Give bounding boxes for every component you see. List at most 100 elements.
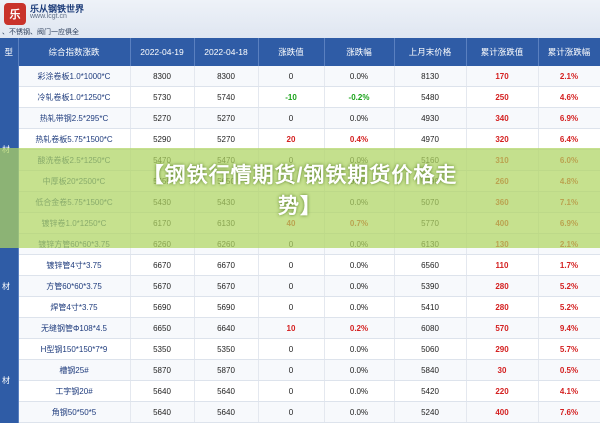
cumulative-percent-cell: 5.2% xyxy=(538,296,600,318)
cumulative-percent-cell: 9.4% xyxy=(538,317,600,339)
product-name-cell[interactable]: H型钢150*150*7*9 xyxy=(18,338,131,360)
change-value-cell: 0 xyxy=(258,254,325,276)
price-previous-cell: 5270 xyxy=(194,128,259,150)
site-url[interactable]: www.lcgt.cn xyxy=(30,13,67,20)
last-month-price-cell: 4930 xyxy=(394,107,467,129)
change-value-cell: -10 xyxy=(258,86,325,108)
price-current-cell: 5870 xyxy=(130,359,195,381)
cumulative-percent-cell: 7.6% xyxy=(538,401,600,423)
last-month-price-cell: 5840 xyxy=(394,359,467,381)
price-previous-cell: 5870 xyxy=(194,359,259,381)
site-logo[interactable]: 乐 xyxy=(4,3,26,25)
price-previous-cell: 5690 xyxy=(194,296,259,318)
cumulative-percent-cell: 5.2% xyxy=(538,275,600,297)
column-header: 上月末价格 xyxy=(394,38,467,66)
cumulative-change-cell: 170 xyxy=(466,66,539,87)
table-row: 焊管4寸*3.75 5690 5690 0 0.0% 5410 280 5.2% xyxy=(0,296,600,318)
table-row: 方管60*60*3.75 5670 5670 0 0.0% 5390 280 5.2% xyxy=(0,275,600,297)
change-percent-cell: 0.0% xyxy=(324,66,395,87)
table-row: 角钢50*50*5 5640 5640 0 0.0% 5240 400 7.6% xyxy=(0,401,600,423)
product-name-cell[interactable]: 镀锌管4寸*3.75 xyxy=(18,254,131,276)
table-row: 槽钢25# 5870 5870 0 0.0% 5840 30 0.5% xyxy=(0,359,600,381)
brand-name: 乐从钢铁世界 xyxy=(30,4,85,14)
price-current-cell: 5670 xyxy=(130,275,195,297)
change-percent-cell: 0.0% xyxy=(324,338,395,360)
cumulative-percent-cell: 6.4% xyxy=(538,128,600,150)
last-month-price-cell: 5480 xyxy=(394,86,467,108)
table-row: 热轧带钢2.5*295*C 5270 5270 0 0.0% 4930 340 6.9% xyxy=(0,107,600,129)
cumulative-change-cell: 280 xyxy=(466,275,539,297)
cumulative-change-cell: 290 xyxy=(466,338,539,360)
price-previous-cell: 5740 xyxy=(194,86,259,108)
column-header: 涨跌幅 xyxy=(324,38,395,66)
price-current-cell: 5270 xyxy=(130,107,195,129)
product-name-cell[interactable]: 焊管4寸*3.75 xyxy=(18,296,131,318)
price-previous-cell: 6640 xyxy=(194,317,259,339)
change-percent-cell: 0.0% xyxy=(324,401,395,423)
article-title: 【钢铁行情期货/钢铁期货价格走 势】 xyxy=(0,160,600,222)
last-month-price-cell: 5420 xyxy=(394,380,467,402)
price-current-cell: 5290 xyxy=(130,128,195,150)
tagline: 、不锈钢、阀门一应俱全 xyxy=(2,29,79,36)
change-value-cell: 0 xyxy=(258,401,325,423)
column-header: 综合指数涨跌 xyxy=(18,38,131,66)
change-value-cell: 0 xyxy=(258,107,325,129)
price-current-cell: 5350 xyxy=(130,338,195,360)
change-percent-cell: 0.0% xyxy=(324,275,395,297)
cumulative-change-cell: 280 xyxy=(466,296,539,318)
last-month-price-cell: 8130 xyxy=(394,66,467,87)
price-current-cell: 6650 xyxy=(130,317,195,339)
price-previous-cell: 5670 xyxy=(194,275,259,297)
column-header: 累计涨跌幅 xyxy=(538,38,600,66)
change-value-cell: 0 xyxy=(258,380,325,402)
product-name-cell[interactable]: 角钢50*50*5 xyxy=(18,401,131,423)
change-percent-cell: 0.0% xyxy=(324,296,395,318)
change-value-cell: 0 xyxy=(258,296,325,318)
cumulative-percent-cell: 6.9% xyxy=(538,107,600,129)
cumulative-percent-cell: 0.5% xyxy=(538,359,600,381)
product-name-cell[interactable]: 冷轧卷板1.0*1250*C xyxy=(18,86,131,108)
change-value-cell: 20 xyxy=(258,128,325,150)
table-header-row: 型综合指数涨跌 2022-04-19 2022-04-18 涨跌值 涨跌幅 上月末价格 累计… xyxy=(0,38,600,66)
column-header: 2022-04-18 xyxy=(194,38,259,66)
last-month-price-cell: 4970 xyxy=(394,128,467,150)
product-name-cell[interactable]: 无缝钢管Φ108*4.5 xyxy=(18,317,131,339)
table-row: 热轧卷板5.75*1500*C 5290 5270 20 0.4% 4970 320 6.4% xyxy=(0,128,600,150)
price-current-cell: 5640 xyxy=(130,401,195,423)
product-name-cell[interactable]: 热轧卷板5.75*1500*C xyxy=(18,128,131,150)
price-previous-cell: 8300 xyxy=(194,66,259,87)
last-month-price-cell: 6080 xyxy=(394,317,467,339)
price-previous-cell: 6670 xyxy=(194,254,259,276)
cumulative-percent-cell: 5.7% xyxy=(538,338,600,360)
change-value-cell: 0 xyxy=(258,66,325,87)
price-previous-cell: 5640 xyxy=(194,401,259,423)
group-label: 材 xyxy=(0,233,19,339)
product-name-cell[interactable]: 工字钢20# xyxy=(18,380,131,402)
site-header: 乐 乐从钢铁世界 www.lcgt.cn 、不锈钢、阀门一应俱全 xyxy=(0,0,600,38)
column-header: 型 xyxy=(0,38,19,66)
price-current-cell: 5640 xyxy=(130,380,195,402)
price-current-cell: 6670 xyxy=(130,254,195,276)
last-month-price-cell: 6560 xyxy=(394,254,467,276)
price-current-cell: 8300 xyxy=(130,66,195,87)
column-header: 2022-04-19 xyxy=(130,38,195,66)
table-row: 无缝钢管Φ108*4.5 6650 6640 10 0.2% 6080 570 9.4% xyxy=(0,317,600,339)
column-header: 涨跌值 xyxy=(258,38,325,66)
table-row: 工字钢20# 5640 5640 0 0.0% 5420 220 4.1% xyxy=(0,380,600,402)
change-percent-cell: 0.2% xyxy=(324,317,395,339)
product-name-cell[interactable]: 方管60*60*3.75 xyxy=(18,275,131,297)
change-percent-cell: 0.0% xyxy=(324,380,395,402)
product-name-cell[interactable]: 彩涂卷板1.0*1000*C xyxy=(18,66,131,87)
cumulative-change-cell: 110 xyxy=(466,254,539,276)
change-value-cell: 10 xyxy=(258,317,325,339)
cumulative-change-cell: 320 xyxy=(466,128,539,150)
article-title-line-2: 势】 xyxy=(278,195,322,218)
cumulative-change-cell: 400 xyxy=(466,401,539,423)
cumulative-change-cell: 570 xyxy=(466,317,539,339)
last-month-price-cell: 5240 xyxy=(394,401,467,423)
product-name-cell[interactable]: 热轧带钢2.5*295*C xyxy=(18,107,131,129)
product-name-cell[interactable]: 槽钢25# xyxy=(18,359,131,381)
last-month-price-cell: 5390 xyxy=(394,275,467,297)
change-percent-cell: 0.4% xyxy=(324,128,395,150)
